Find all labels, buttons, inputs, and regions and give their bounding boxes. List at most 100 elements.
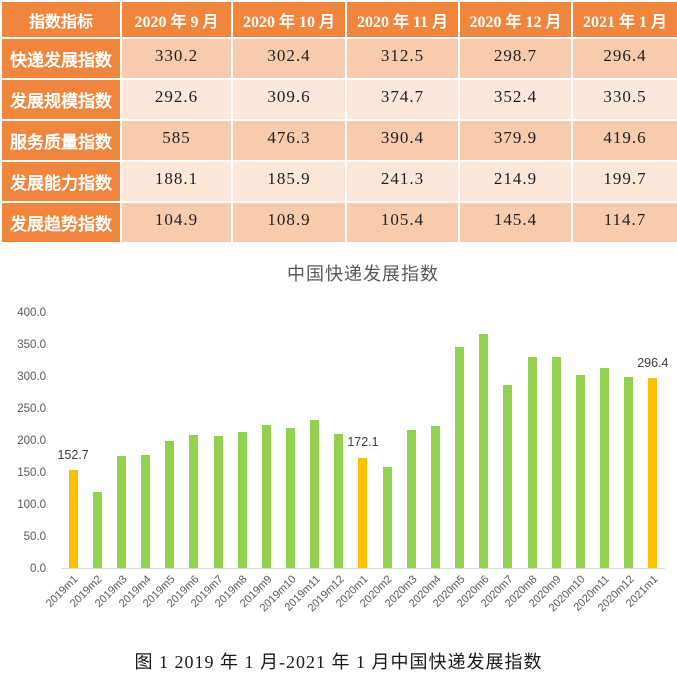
bar-slot: 2020m5 — [431, 313, 472, 610]
plot-area: 152.7 2019m1 2019m2 2019m3 2019m4 2019m5 2019m… — [44, 313, 668, 614]
bar-slot: 2020m8 — [503, 313, 544, 610]
table-cell-value: 114.7 — [571, 201, 677, 244]
bar — [237, 432, 247, 568]
bar — [334, 434, 344, 568]
row-label: 快递发展指数 — [0, 37, 122, 80]
bar-slot: 2019m11 — [282, 313, 327, 614]
bar-highlighted — [68, 470, 78, 568]
table-cell-value: 241.3 — [345, 160, 460, 203]
bar-slot: 296.4 2021m1 — [624, 313, 668, 610]
bar-slot: 2019m3 — [93, 313, 133, 610]
table-row: 服务质量指数 585 476.3 390.4 379.9 419.6 — [0, 119, 677, 162]
bar-highlighted — [648, 378, 658, 568]
table-header-row: 指数指标 2020 年 9 月 2020 年 10 月 2020 年 11 月 2020… — [0, 0, 677, 39]
table-cell-value: 476.3 — [231, 119, 347, 162]
bar-data-label: 296.4 — [637, 355, 669, 370]
column-header-month: 2021 年 1 月 — [571, 0, 677, 39]
table-row: 快递发展指数 330.2 302.4 312.5 298.7 296.4 — [0, 37, 677, 80]
row-label: 发展能力指数 — [0, 160, 122, 203]
bar-slot: 2020m10 — [547, 313, 592, 614]
y-axis-tick-label: 200.0 — [17, 435, 46, 447]
table-cell-value: 312.5 — [345, 37, 460, 80]
row-label: 服务质量指数 — [0, 119, 122, 162]
bar — [92, 491, 102, 568]
bar-slot: 152.7 2019m1 — [44, 313, 88, 610]
bar-highlighted — [358, 457, 368, 568]
bar — [406, 430, 416, 568]
table-row: 发展能力指数 188.1 185.9 241.3 214.9 199.7 — [0, 160, 677, 203]
bar-slot: 2019m8 — [213, 313, 254, 610]
table-cell-value: 302.4 — [231, 37, 347, 80]
index-table: 指数指标 2020 年 9 月 2020 年 10 月 2020 年 11 月 2020… — [0, 0, 677, 244]
y-axis-tick-label: 100.0 — [17, 499, 46, 511]
bar — [624, 376, 634, 568]
bar — [600, 368, 610, 568]
bar-slot: 2019m5 — [141, 313, 182, 610]
table-cell-value: 188.1 — [120, 160, 233, 203]
bar-slot: 2020m9 — [527, 313, 568, 610]
table-cell-value: 330.2 — [120, 37, 233, 80]
bar-slot: 2020m4 — [407, 313, 447, 610]
bar — [527, 357, 537, 568]
bar — [382, 467, 392, 568]
table-cell-value: 419.6 — [571, 119, 677, 162]
table-body: 快递发展指数 330.2 302.4 312.5 298.7 296.4 发展规模指数 292… — [0, 37, 677, 244]
table-cell-value: 379.9 — [458, 119, 573, 162]
bar — [261, 425, 271, 568]
bar — [455, 346, 465, 568]
bar-data-label: 152.7 — [57, 447, 89, 462]
table-cell-value: 330.5 — [571, 78, 677, 121]
column-header-index-name: 指数指标 — [0, 0, 122, 39]
table-cell-value: 145.4 — [458, 201, 573, 244]
table-cell-value: 298.7 — [458, 37, 573, 80]
table-cell-value: 585 — [120, 119, 233, 162]
y-axis-tick-label: 300.0 — [17, 371, 46, 383]
column-header-month: 2020 年 11 月 — [345, 0, 460, 39]
bar-slot: 2019m4 — [117, 313, 157, 610]
table-cell-value: 185.9 — [231, 160, 347, 203]
bar — [479, 334, 489, 568]
y-axis-tick-label: 400.0 — [17, 307, 46, 319]
bar — [116, 456, 126, 568]
y-axis-tick-label: 50.0 — [23, 531, 46, 543]
bar-chart: 中国快递发展指数 400.0 350.0 300.0 250.0 200.0 150.0 1… — [0, 244, 677, 632]
bar-data-label: 172.1 — [347, 435, 379, 450]
bar-slot: 2020m11 — [572, 313, 616, 614]
y-axis-tick-label: 0.0 — [30, 563, 46, 575]
table-cell-value: 390.4 — [345, 119, 460, 162]
bar — [503, 385, 513, 568]
table-cell-value: 105.4 — [345, 201, 460, 244]
row-label: 发展趋势指数 — [0, 201, 122, 244]
bar-slot: 2020m2 — [358, 313, 399, 610]
bar-slot: 2020m7 — [479, 313, 520, 610]
table-cell-value: 309.6 — [231, 78, 347, 121]
figure-caption: 图 1 2019 年 1 月-2021 年 1 月中国快递发展指数 — [134, 652, 543, 672]
table-cell-value: 352.4 — [458, 78, 573, 121]
bar-slot: 2019m2 — [68, 313, 109, 610]
bar-slot: 2019m9 — [238, 313, 278, 610]
bar-slot: 2020m6 — [455, 313, 496, 610]
bar-slot: 2019m7 — [189, 313, 230, 610]
bar — [430, 425, 440, 568]
column-header-month: 2020 年 10 月 — [231, 0, 347, 39]
table-cell-value: 214.9 — [458, 160, 573, 203]
bar — [141, 455, 151, 568]
bar — [213, 435, 223, 568]
y-axis-tick-label: 150.0 — [17, 467, 46, 479]
y-axis-tick-label: 250.0 — [17, 403, 46, 415]
bar — [310, 420, 320, 568]
bar-slot: 172.1 2020m1 — [334, 313, 378, 610]
table-cell-value: 292.6 — [120, 78, 233, 121]
table-cell-value: 374.7 — [345, 78, 460, 121]
bar-slot: 2020m3 — [382, 313, 423, 610]
bar — [575, 374, 585, 568]
bar-slot: 2019m10 — [257, 313, 302, 614]
bar-slot: 2020m12 — [596, 313, 641, 614]
table-cell-value: 108.9 — [231, 201, 347, 244]
table-row: 发展规模指数 292.6 309.6 374.7 352.4 330.5 — [0, 78, 677, 121]
bar — [551, 356, 561, 568]
column-header-month: 2020 年 9 月 — [120, 0, 233, 39]
row-label: 发展规模指数 — [0, 78, 122, 121]
column-header-month: 2020 年 12 月 — [458, 0, 573, 39]
table-cell-value: 104.9 — [120, 201, 233, 244]
